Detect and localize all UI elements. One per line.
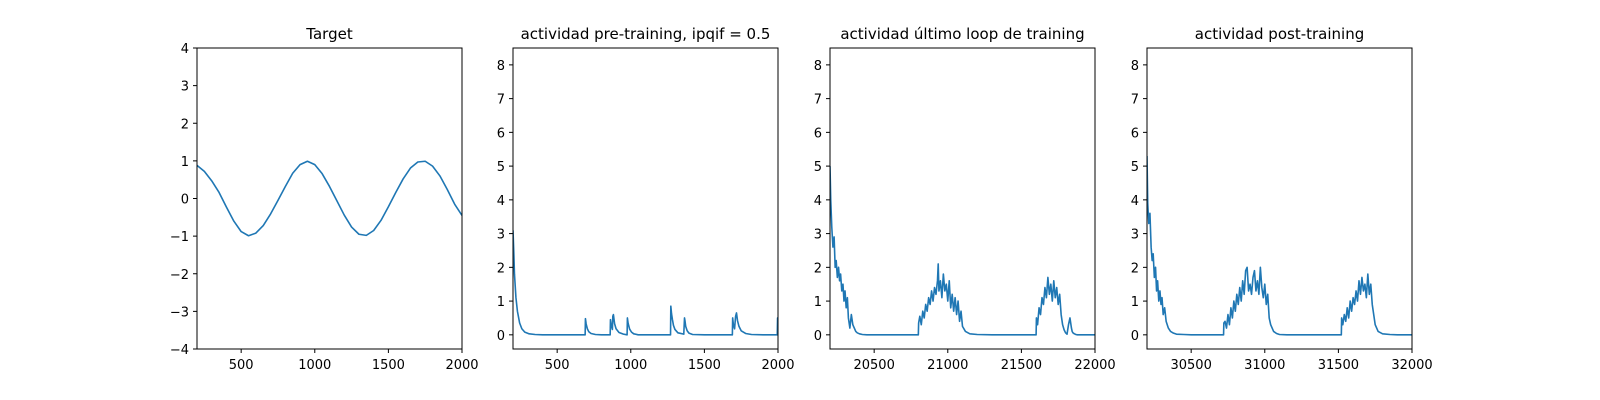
y-tick-label: 5	[497, 160, 505, 175]
axes-frame-2	[512, 47, 779, 350]
series-line-4-1	[1147, 155, 1412, 336]
x-tick-label: 1500	[688, 358, 721, 373]
y-tick-label: 6	[497, 126, 505, 141]
y-tick-label: 2	[181, 117, 189, 132]
y-tick-label: −3	[170, 305, 189, 320]
chart-panel-1: 500 1000 1500 2000 −4 −3 −2 −1 0 1 2 3 4 Target	[170, 25, 479, 373]
y-tick-label: 0	[814, 329, 822, 344]
y-tick-label: 1	[497, 295, 505, 310]
x-tick-label: 20500	[853, 358, 894, 373]
series-line-3-1	[830, 166, 1095, 336]
y-tick-label: 1	[181, 155, 189, 170]
series-line-1-1	[197, 160, 462, 237]
x-tick-label: 2000	[445, 358, 478, 373]
y-tick-label: 4	[1131, 194, 1139, 209]
x-tick-label: 22000	[1074, 358, 1115, 373]
x-tick-label: 21000	[927, 358, 968, 373]
axes-frame-4	[1146, 47, 1413, 350]
y-tick-label: 4	[814, 194, 822, 209]
y-tick-label: 0	[497, 329, 505, 344]
x-tick-label: 32000	[1391, 358, 1432, 373]
y-tick-label: 7	[814, 93, 822, 108]
y-tick-label: 2	[1131, 261, 1139, 276]
y-tick-label: 5	[1131, 160, 1139, 175]
x-tick-label: 500	[545, 358, 570, 373]
x-tick-label: 1000	[298, 358, 331, 373]
y-tick-label: 0	[181, 193, 189, 208]
chart-title-4: actividad post-training	[1195, 25, 1364, 43]
x-tick-label: 1000	[614, 358, 647, 373]
y-tick-label: −2	[170, 268, 189, 283]
series-line-2-1	[513, 230, 778, 336]
y-tick-label: 3	[814, 228, 822, 243]
chart-title-1: Target	[305, 25, 353, 43]
chart-panel-2: 500 1000 1500 2000 0 1 2 3 4 5 6 7 8 actividad pre-tr…	[497, 25, 795, 373]
chart-title-3: actividad último loop de training	[840, 25, 1084, 43]
y-tick-label: 2	[497, 261, 505, 276]
x-tick-label: 21500	[1001, 358, 1042, 373]
y-tick-label: 7	[1131, 93, 1139, 108]
y-tick-label: 3	[497, 228, 505, 243]
y-tick-label: 1	[814, 295, 822, 310]
y-tick-label: 7	[497, 93, 505, 108]
y-tick-label: 5	[814, 160, 822, 175]
x-tick-label: 30500	[1170, 358, 1211, 373]
y-tick-label: −1	[170, 230, 189, 245]
y-tick-label: 4	[497, 194, 505, 209]
x-tick-label: 500	[229, 358, 254, 373]
y-tick-label: 8	[814, 59, 822, 74]
y-tick-label: 1	[1131, 295, 1139, 310]
y-tick-label: 2	[814, 261, 822, 276]
y-tick-label: 8	[1131, 59, 1139, 74]
y-tick-label: 6	[814, 126, 822, 141]
x-tick-label: 2000	[761, 358, 794, 373]
y-tick-label: 6	[1131, 126, 1139, 141]
axes-frame-1	[196, 47, 463, 350]
y-tick-label: 3	[181, 80, 189, 95]
axes-frame-3	[829, 47, 1096, 350]
x-tick-label: 1500	[372, 358, 405, 373]
y-tick-label: 0	[1131, 329, 1139, 344]
chart-panel-3: 20500 21000 21500 22000 0 1 2 3 4 5 6 7 8 actividad ú…	[814, 25, 1116, 373]
y-tick-label: −4	[170, 343, 189, 358]
x-tick-label: 31500	[1318, 358, 1359, 373]
y-tick-label: 4	[181, 42, 189, 57]
y-tick-label: 3	[1131, 228, 1139, 243]
y-tick-label: 8	[497, 59, 505, 74]
chart-title-2: actividad pre-training, ipqif = 0.5	[521, 25, 771, 43]
x-tick-label: 31000	[1244, 358, 1285, 373]
chart-panel-4: 30500 31000 31500 32000 0 1 2 3 4 5 6 7 8 actividad p…	[1131, 25, 1433, 373]
